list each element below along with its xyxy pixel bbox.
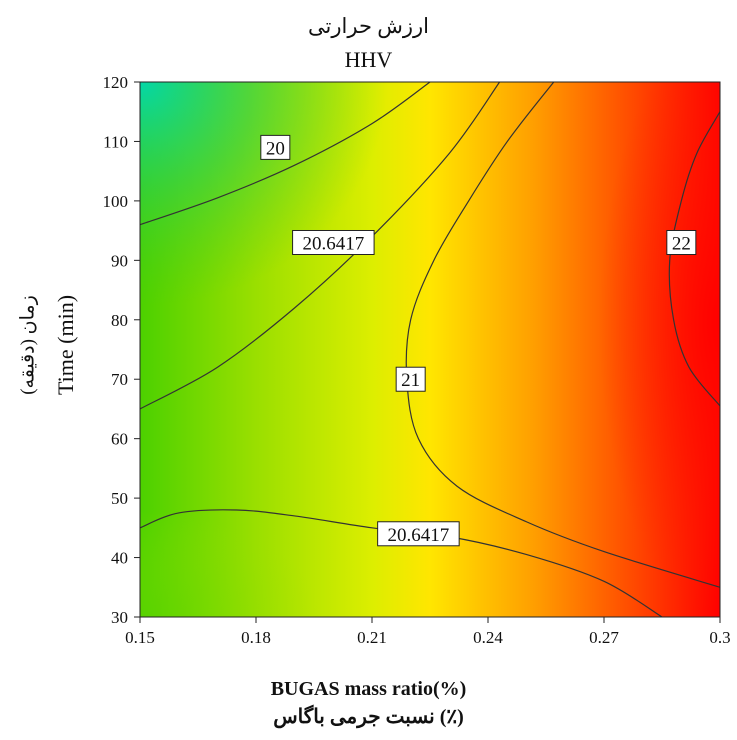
contour-label: 20 — [266, 138, 285, 159]
x-axis: 0.15 0.18 0.21 0.24 0.27 0.3 — [125, 617, 731, 647]
contour-label-box — [260, 134, 291, 160]
y-tick-label: 100 — [103, 192, 129, 211]
contour-label: 21 — [401, 370, 420, 391]
surface-shade-hot-zone — [500, 82, 720, 617]
contour-label-box — [377, 521, 460, 547]
y-tick-label: 90 — [111, 251, 128, 270]
chart-title: HHV — [344, 47, 393, 72]
contour-label: 20.6417 — [388, 525, 450, 546]
y-tick-label: 110 — [103, 132, 128, 151]
x-axis-label: BUGAS mass ratio(%) — [270, 678, 467, 700]
contour-line — [668, 111, 720, 407]
contour-label-box — [666, 230, 697, 255]
contour-labels: 20 20.6417 21 22 20.6417 — [260, 134, 697, 547]
contour-label: 20.6417 — [302, 234, 364, 255]
y-tick-label: 70 — [111, 370, 128, 389]
y-axis-label-fa: زمان (دقیقه) — [17, 295, 39, 395]
y-tick-label: 120 — [103, 73, 129, 92]
contour-label-box — [395, 366, 426, 392]
x-tick-label: 0.27 — [589, 628, 619, 647]
contour-line — [140, 82, 501, 410]
y-tick-label: 80 — [111, 311, 128, 330]
y-tick-label: 60 — [111, 430, 128, 449]
contour-label-box — [292, 230, 375, 255]
y-axis-label: Time (min) — [53, 294, 78, 396]
x-tick-label: 0.21 — [357, 628, 387, 647]
plot-frame — [139, 81, 721, 618]
y-tick-label: 30 — [111, 608, 128, 627]
y-tick-label: 50 — [111, 489, 128, 508]
y-axis: 30 40 50 60 70 80 90 100 110 120 — [103, 73, 140, 627]
x-tick-label: 0.24 — [473, 628, 503, 647]
chart-title-fa: ارزش حرارتی — [308, 14, 429, 38]
contour-line — [140, 82, 431, 226]
plot-area: 20 20.6417 21 22 20.6417 — [139, 81, 721, 618]
y-tick-label: 40 — [111, 549, 128, 568]
x-tick-label: 0.15 — [125, 628, 155, 647]
x-axis-label-fa: نسبت جرمی باگاس (٪) — [273, 706, 464, 728]
x-tick-label: 0.3 — [709, 628, 730, 647]
contour-label: 22 — [672, 234, 691, 255]
x-tick-label: 0.18 — [241, 628, 271, 647]
